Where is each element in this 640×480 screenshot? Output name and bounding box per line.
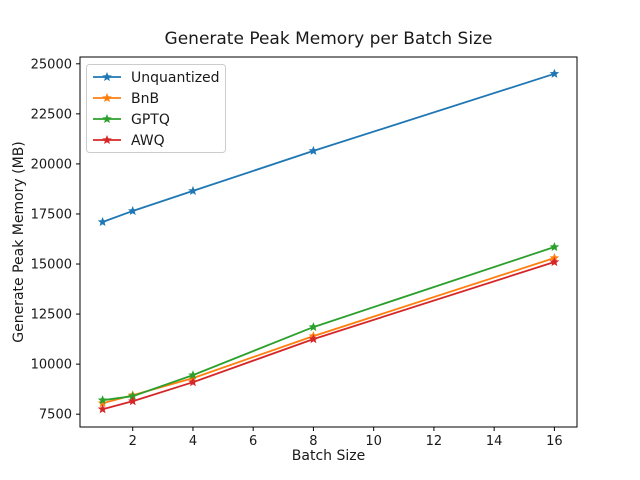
- star-marker: [128, 206, 138, 215]
- x-tick-label: 4: [189, 434, 197, 449]
- x-tick-label: 8: [309, 434, 317, 449]
- legend-star-marker: [102, 135, 112, 144]
- legend-item-awq: AWQ: [93, 133, 165, 149]
- y-tick-label: 12500: [31, 308, 72, 323]
- legend-label: GPTQ: [131, 112, 170, 128]
- series-line: [101, 257, 556, 405]
- star-marker: [128, 391, 138, 401]
- y-tick-label: 22500: [31, 107, 72, 122]
- star-marker: [97, 217, 108, 226]
- star-marker: [308, 322, 319, 332]
- star-marker: [308, 334, 319, 344]
- series-line: [101, 261, 556, 411]
- legend-box: [86, 64, 226, 153]
- legend-label: Unquantized: [131, 70, 220, 86]
- legend-label: AWQ: [131, 133, 165, 149]
- star-marker: [128, 396, 138, 406]
- star-marker: [97, 398, 108, 408]
- series-unquantized: [97, 68, 560, 226]
- legend-item-unquantized: Unquantized: [93, 70, 220, 86]
- legend-label: BnB: [131, 91, 159, 107]
- axes-ticks: 2 4 6 8 10 12 14 16 7500 10000 12500 15000 17500 2000…: [31, 57, 563, 449]
- y-tick-label: 25000: [31, 57, 72, 72]
- star-marker: [549, 257, 560, 267]
- x-tick-label: 16: [546, 434, 563, 449]
- y-tick-label: 10000: [31, 358, 72, 373]
- legend-star-marker: [102, 93, 112, 102]
- y-tick-label: 7500: [39, 408, 72, 423]
- y-axis-label: Generate Peak Memory (MB): [11, 141, 27, 343]
- star-marker: [97, 404, 108, 414]
- star-marker: [549, 68, 560, 78]
- x-tick-label: 14: [486, 434, 503, 449]
- star-marker: [188, 377, 198, 387]
- legend-star-marker: [102, 72, 112, 81]
- x-tick-label: 6: [249, 434, 257, 449]
- star-marker: [188, 370, 198, 380]
- y-tick-label: 17500: [31, 207, 72, 222]
- star-marker: [97, 395, 108, 405]
- series-line: [101, 246, 556, 402]
- legend-star-marker: [102, 114, 112, 123]
- x-tick-label: 2: [129, 434, 137, 449]
- star-marker: [188, 185, 198, 195]
- plot-frame: [79, 56, 578, 428]
- legend-item-bnb: BnB: [93, 91, 159, 107]
- y-tick-label: 20000: [31, 157, 72, 172]
- legend-item-gptq: GPTQ: [93, 112, 170, 128]
- series-awq: [97, 257, 560, 414]
- x-tick-label: 12: [426, 434, 443, 449]
- star-marker: [308, 145, 319, 155]
- x-tick-label: 10: [365, 434, 382, 449]
- star-marker: [549, 242, 560, 252]
- chart-title: Generate Peak Memory per Batch Size: [164, 29, 493, 49]
- series-gptq: [97, 242, 560, 405]
- x-axis-label: Batch Size: [291, 448, 366, 464]
- legend: Unquantized BnB GPTQ AWQ: [86, 64, 226, 153]
- y-tick-label: 15000: [31, 258, 72, 273]
